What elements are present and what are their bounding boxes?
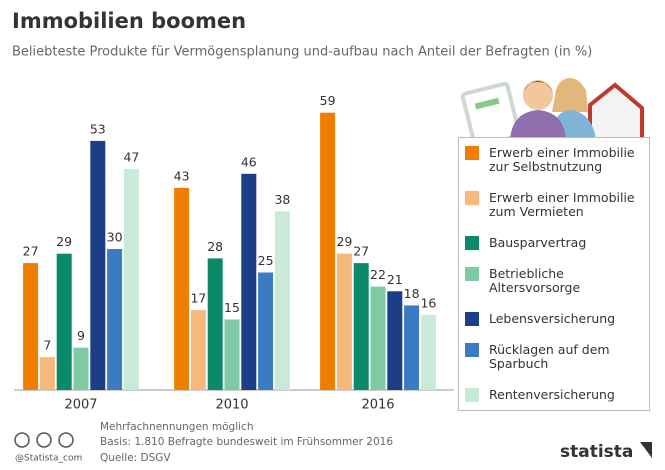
bar — [123, 169, 139, 390]
legend-label: Erwerb einer Immobilie zum Vermieten — [489, 190, 635, 219]
brand: statista — [560, 442, 633, 462]
data-label: 17 — [190, 291, 206, 306]
bar — [258, 272, 274, 390]
legend: Erwerb einer Immobilie zur Selbstnutzung… — [458, 137, 650, 411]
legend-entry: Rücklagen auf dem Sparbuch — [465, 343, 643, 371]
legend-label: Lebensversicherung — [489, 311, 616, 326]
illustration — [460, 78, 644, 149]
data-label: 59 — [320, 93, 336, 108]
bar — [420, 314, 436, 390]
legend-entry: Erwerb einer Immobilie zum Vermieten — [465, 191, 643, 219]
bar — [353, 263, 369, 390]
data-label: 25 — [258, 253, 274, 268]
legend-swatch — [465, 236, 479, 250]
data-label: 43 — [174, 168, 190, 183]
legend-swatch — [465, 191, 479, 205]
bar — [336, 253, 352, 390]
data-label: 53 — [90, 121, 106, 136]
data-label: 16 — [420, 295, 436, 310]
note: Mehrfachnennungen möglich — [100, 421, 253, 433]
data-label: 47 — [123, 150, 139, 165]
data-label: 27 — [23, 244, 39, 259]
x-tick-label: 2007 — [64, 398, 97, 413]
bar — [174, 187, 190, 390]
legend-label: Betriebliche Altersvorsorge — [489, 266, 581, 295]
legend-entry: Erwerb einer Immobilie zur Selbstnutzung — [465, 146, 643, 174]
x-tick-label: 2016 — [361, 398, 394, 413]
legend-swatch — [465, 146, 479, 160]
bar — [241, 173, 257, 390]
legend-swatch — [465, 267, 479, 281]
bar — [320, 112, 336, 390]
bar — [207, 258, 223, 390]
bar — [90, 140, 106, 390]
bar — [39, 357, 55, 390]
data-label: 46 — [241, 154, 257, 169]
legend-label: Rentenversicherung — [489, 387, 615, 402]
data-label: 7 — [43, 338, 51, 353]
data-label: 29 — [336, 234, 352, 249]
bar — [387, 291, 403, 390]
legend-swatch — [465, 343, 479, 357]
legend-label: Erwerb einer Immobilie zur Selbstnutzung — [489, 145, 635, 174]
bar — [56, 253, 72, 390]
data-label: 38 — [274, 192, 290, 207]
bar — [404, 305, 420, 390]
legend-entry: Rentenversicherung — [465, 388, 643, 402]
bar — [370, 286, 386, 390]
chart-subtitle: Beliebteste Produkte für Vermögensplanun… — [12, 45, 592, 60]
footer: @Statista_com Mehrfachnennungen möglich … — [14, 421, 652, 464]
bar — [73, 347, 89, 390]
data-label: 29 — [56, 234, 72, 249]
bar — [274, 211, 290, 390]
legend-swatch — [465, 388, 479, 402]
data-label: 21 — [387, 272, 403, 287]
bar — [224, 319, 240, 390]
credit: @Statista_com — [15, 454, 82, 464]
chart-title: Immobilien boomen — [12, 9, 246, 33]
legend-entry: Lebensversicherung — [465, 312, 643, 326]
data-label: 15 — [224, 300, 240, 315]
data-label: 28 — [207, 239, 223, 254]
note: Quelle: DSGV — [100, 452, 171, 464]
bar — [107, 249, 123, 390]
legend-label: Bausparvertrag — [489, 235, 587, 250]
legend-swatch — [465, 312, 479, 326]
data-label: 18 — [404, 286, 420, 301]
bar — [23, 263, 39, 390]
note: Basis: 1.810 Befragte bundesweit im Früh… — [100, 436, 393, 448]
data-label: 30 — [107, 230, 123, 245]
data-label: 22 — [370, 267, 386, 282]
data-label: 27 — [353, 244, 369, 259]
legend-label: Rücklagen auf dem Sparbuch — [489, 342, 610, 371]
legend-entry: Bausparvertrag — [465, 236, 643, 250]
legend-entry: Betriebliche Altersvorsorge — [465, 267, 643, 295]
x-tick-label: 2010 — [215, 398, 248, 413]
data-label: 9 — [77, 328, 85, 343]
bar — [190, 310, 206, 390]
